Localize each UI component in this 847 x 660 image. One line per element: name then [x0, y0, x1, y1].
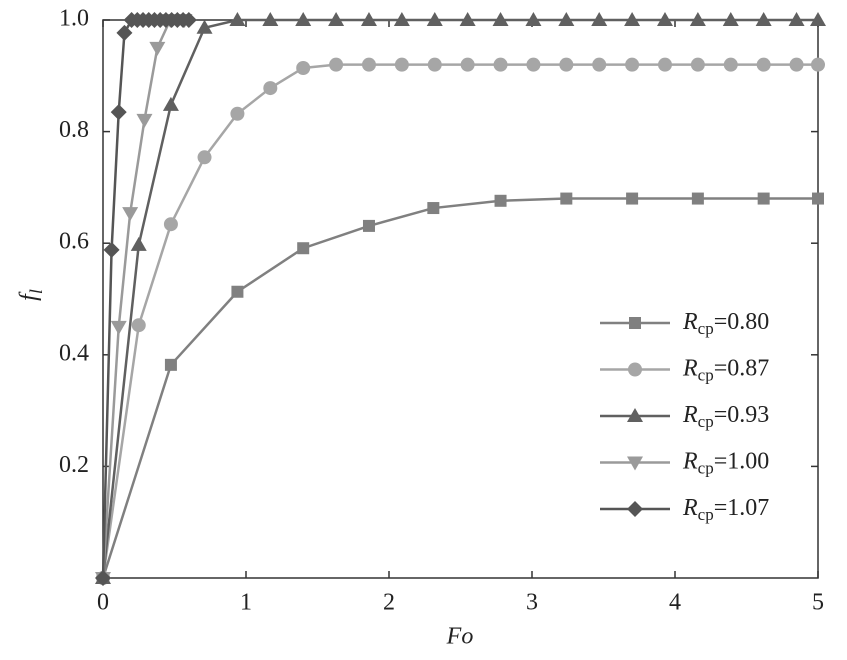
data-point: [812, 192, 824, 205]
data-point: [122, 207, 139, 222]
data-point: [689, 12, 706, 26]
data-point: [297, 242, 310, 255]
data-point: [526, 57, 541, 72]
legend-label: Rcp=0.87: [682, 355, 769, 384]
data-point: [592, 57, 607, 72]
data-point: [116, 24, 133, 41]
data-point: [558, 12, 575, 26]
data-point: [723, 57, 738, 72]
data-point: [691, 192, 704, 205]
data-point: [690, 57, 705, 72]
data-point: [810, 12, 826, 26]
data-point: [196, 19, 213, 34]
legend-label: Rcp=0.93: [682, 402, 769, 431]
y-tick-label: 0.6: [59, 229, 89, 255]
legend-label: Rcp=1.07: [682, 495, 769, 524]
x-tick-label: 4: [669, 590, 681, 616]
data-point: [362, 219, 375, 232]
data-point: [394, 57, 409, 72]
data-point: [229, 12, 246, 26]
data-point: [493, 57, 508, 72]
y-tick-label: 0.2: [59, 452, 89, 478]
data-point: [149, 41, 166, 56]
data-point: [162, 96, 179, 111]
data-point: [591, 12, 608, 26]
data-point: [110, 104, 127, 121]
data-point: [494, 194, 507, 207]
data-point: [459, 12, 476, 26]
data-point: [626, 192, 639, 205]
data-point: [230, 106, 245, 121]
data-point: [426, 12, 443, 26]
y-axis-label: fl: [16, 289, 47, 301]
data-point: [136, 113, 153, 128]
plot-frame: [102, 19, 819, 579]
legend-marker: [627, 501, 643, 517]
data-point: [263, 81, 278, 96]
x-tick-label: 5: [812, 590, 824, 616]
data-point: [131, 318, 146, 333]
data-point: [361, 57, 376, 72]
data-point: [559, 57, 574, 72]
x-tick-label: 0: [97, 590, 109, 616]
data-point: [757, 192, 770, 205]
data-point: [163, 217, 178, 232]
x-tick-label: 2: [383, 590, 395, 616]
data-point: [295, 12, 312, 26]
data-point: [427, 202, 440, 215]
legend-label: Rcp=1.00: [682, 448, 769, 477]
data-point: [525, 12, 542, 26]
data-point: [657, 57, 672, 72]
y-tick-label: 1.0: [59, 6, 89, 32]
data-point: [492, 12, 509, 26]
data-point: [360, 12, 377, 26]
data-point: [625, 57, 640, 72]
data-point: [110, 320, 127, 335]
series-line: [101, 18, 818, 579]
x-tick-label: 3: [526, 590, 538, 616]
data-point: [624, 12, 641, 26]
data-point: [393, 12, 410, 26]
legend-marker: [627, 456, 643, 471]
data-point: [560, 192, 573, 205]
data-point: [262, 12, 279, 26]
data-point: [328, 12, 345, 26]
x-axis-label: Fo: [446, 624, 474, 650]
legend-label: Rcp=0.80: [682, 309, 769, 338]
x-tick-label: 1: [240, 590, 252, 616]
data-point: [756, 57, 771, 72]
data-point: [164, 358, 177, 371]
data-point: [811, 57, 825, 72]
data-point: [231, 285, 244, 298]
data-point: [460, 57, 475, 72]
legend-marker: [627, 408, 643, 422]
data-point: [788, 12, 805, 26]
data-point: [329, 57, 344, 72]
data-point: [789, 57, 804, 72]
data-point: [656, 12, 673, 26]
data-point: [180, 12, 197, 28]
data-point: [130, 236, 147, 251]
data-point: [103, 241, 120, 258]
data-point: [427, 57, 442, 72]
data-point: [95, 570, 111, 586]
y-tick-label: 0.8: [59, 117, 89, 143]
series-line: [101, 197, 818, 579]
legend-marker: [629, 317, 641, 329]
data-point: [197, 150, 212, 165]
data-point: [296, 60, 311, 75]
y-tick-label: 0.4: [59, 340, 89, 366]
data-point: [722, 12, 739, 26]
data-point: [755, 12, 772, 26]
legend-marker: [628, 362, 642, 377]
